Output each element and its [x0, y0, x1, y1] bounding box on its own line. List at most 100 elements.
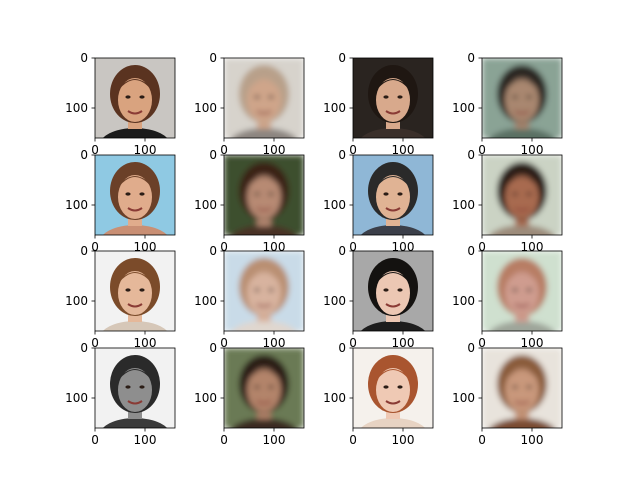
image-fringe — [117, 369, 153, 382]
y-tick-label: 100 — [323, 198, 346, 212]
image-eye-right — [526, 288, 532, 292]
axes-frame — [94, 347, 176, 429]
y-tick-label: 0 — [338, 341, 346, 355]
x-tick-label: 100 — [392, 433, 415, 447]
image-shoulders — [360, 418, 426, 428]
face-image — [224, 251, 304, 331]
image-eye-left — [125, 385, 131, 389]
x-tick-label: 0 — [478, 336, 486, 350]
image-mouth — [256, 207, 272, 212]
axes-frame — [481, 347, 563, 429]
face-image — [95, 348, 175, 428]
image-shoulders — [360, 128, 426, 138]
x-tick-label: 0 — [91, 336, 99, 350]
face-image — [95, 251, 175, 331]
image-mouth — [385, 303, 401, 308]
x-tick-label: 100 — [521, 336, 544, 350]
image-mouth — [514, 400, 530, 405]
image-fringe — [117, 79, 153, 92]
y-tick-label: 0 — [209, 148, 217, 162]
y-tick-label: 100 — [323, 101, 346, 115]
image-eye-left — [383, 288, 389, 292]
image-eye-right — [268, 192, 274, 196]
image-shoulders — [102, 225, 168, 235]
image-eye-left — [254, 192, 260, 196]
image-eye-right — [397, 385, 403, 389]
axes-frame — [352, 347, 434, 429]
x-tick-label: 100 — [392, 240, 415, 254]
y-tick-label: 100 — [452, 101, 475, 115]
y-tick-label: 0 — [467, 244, 475, 258]
x-tick-label: 100 — [134, 433, 157, 447]
image-fringe — [375, 272, 411, 285]
image-face — [247, 368, 281, 412]
x-tick-label: 100 — [521, 143, 544, 157]
x-tick-label: 0 — [478, 143, 486, 157]
image-mouth — [127, 303, 143, 308]
panel-14: 0 100 0 100 — [194, 341, 305, 447]
y-tick-label: 100 — [65, 294, 88, 308]
y-tick-label: 100 — [194, 101, 217, 115]
image-mouth — [385, 110, 401, 115]
y-tick-label: 0 — [338, 51, 346, 65]
axes-frame — [223, 250, 305, 332]
axes-frame — [352, 57, 434, 139]
x-tick-label: 0 — [478, 433, 486, 447]
image-shoulders — [489, 321, 555, 331]
axes-frame — [352, 250, 434, 332]
image-eye-left — [254, 95, 260, 99]
image-fringe — [375, 176, 411, 189]
y-tick-label: 100 — [323, 294, 346, 308]
face-image — [482, 348, 562, 428]
image-shoulders — [489, 225, 555, 235]
x-tick-label: 100 — [134, 240, 157, 254]
face-image — [95, 155, 175, 235]
image-eye-left — [512, 95, 518, 99]
image-eye-left — [254, 288, 260, 292]
x-tick-label: 100 — [134, 143, 157, 157]
face-image — [353, 251, 433, 331]
x-tick-label: 0 — [220, 143, 228, 157]
axes-frame — [352, 154, 434, 236]
image-eye-left — [512, 385, 518, 389]
image-eye-right — [139, 385, 145, 389]
image-eye-right — [526, 192, 532, 196]
image-face — [505, 175, 539, 219]
panel-1: 0 100 0 100 — [65, 51, 176, 157]
image-eye-right — [526, 385, 532, 389]
x-tick-label: 0 — [91, 240, 99, 254]
panel-12: 0 100 0 100 — [452, 244, 563, 350]
image-mouth — [256, 110, 272, 115]
face-image — [224, 348, 304, 428]
x-tick-label: 0 — [220, 433, 228, 447]
image-mouth — [127, 110, 143, 115]
image-face — [376, 175, 410, 219]
y-tick-label: 100 — [65, 391, 88, 405]
panel-3: 0 100 0 100 — [323, 51, 434, 157]
axes-frame — [481, 57, 563, 139]
x-tick-label: 0 — [91, 143, 99, 157]
image-face — [118, 368, 152, 412]
face-image — [482, 58, 562, 138]
image-eye-right — [397, 95, 403, 99]
image-face — [118, 78, 152, 122]
x-tick-label: 100 — [134, 336, 157, 350]
image-mouth — [256, 303, 272, 308]
image-face — [505, 368, 539, 412]
image-fringe — [504, 176, 540, 189]
x-tick-label: 0 — [349, 240, 357, 254]
image-mouth — [127, 400, 143, 405]
image-fringe — [246, 272, 282, 285]
y-tick-label: 100 — [452, 391, 475, 405]
panel-7: 0 100 0 100 — [323, 148, 434, 254]
image-face — [247, 175, 281, 219]
panel-11: 0 100 0 100 — [323, 244, 434, 350]
image-eye-left — [254, 385, 260, 389]
x-tick-label: 0 — [220, 240, 228, 254]
y-tick-label: 0 — [80, 341, 88, 355]
y-tick-label: 100 — [194, 294, 217, 308]
image-eye-left — [383, 192, 389, 196]
image-fringe — [504, 79, 540, 92]
